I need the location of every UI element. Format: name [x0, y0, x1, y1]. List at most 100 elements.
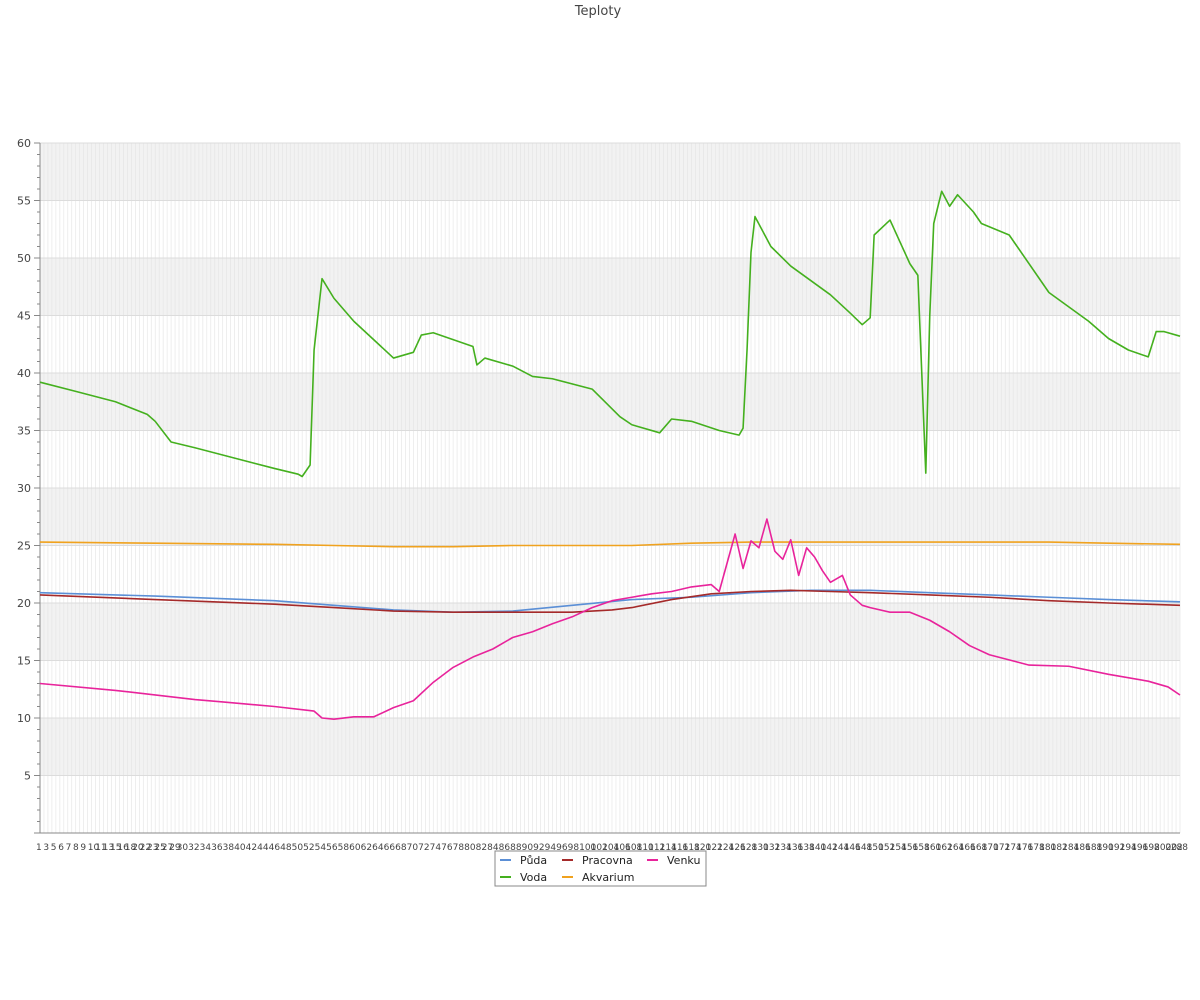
x-tick-label: 106 [614, 843, 631, 853]
x-tick-label: 84 [487, 843, 499, 853]
x-tick-label: 166 [959, 843, 976, 853]
x-tick-label: 68 [395, 843, 407, 853]
series-line-akvarium [39, 541, 1181, 548]
chart-title: Teploty [574, 4, 622, 19]
y-tick-label: 15 [17, 655, 31, 668]
legend-label: Venku [667, 854, 700, 867]
x-tick-label: 34 [200, 843, 212, 853]
y-tick-label: 25 [17, 540, 31, 553]
x-tick-label: 110 [637, 843, 654, 853]
x-tick-label: 22 [140, 843, 151, 853]
horizontal-gridlines [40, 142, 1180, 776]
y-tick-label: 55 [17, 195, 31, 208]
x-tick-label: 118 [683, 843, 700, 853]
x-tick-label: 8 [73, 843, 79, 853]
y-tick-label: 45 [17, 310, 31, 323]
x-tick-label: 30 [177, 843, 189, 853]
x-tick-label: 18 [125, 843, 137, 853]
x-tick-label: 25 [154, 843, 165, 853]
x-tick-label: 36 [211, 843, 223, 853]
x-tick-label: 112 [648, 843, 665, 853]
x-tick-label: 46 [269, 843, 281, 853]
grid-band [40, 603, 1180, 661]
x-tick-label: 11 [95, 843, 106, 853]
x-tick-label: 180 [1039, 843, 1056, 853]
x-tick-label: 50 [292, 843, 304, 853]
x-tick-label: 16 [117, 843, 129, 853]
x-tick-label: 144 [832, 843, 849, 853]
x-tick-label: 194 [1120, 843, 1137, 853]
x-tick-label: 58 [338, 843, 350, 853]
x-tick-label: 102 [591, 843, 608, 853]
x-tick-label: 176 [1016, 843, 1033, 853]
x-tick-label: 9 [80, 843, 86, 853]
legend-label: Akvarium [582, 871, 634, 884]
x-tick-label: 156 [901, 843, 918, 853]
x-tick-label: 52 [303, 843, 314, 853]
x-tick-label: 140 [809, 843, 826, 853]
x-tick-label: 94 [545, 843, 557, 853]
x-tick-label: 1 [36, 843, 42, 853]
series-line-voda [39, 190, 1181, 478]
x-tick-label: 122 [706, 843, 723, 853]
x-tick-label: 98 [568, 843, 580, 853]
grid-band [40, 143, 1180, 201]
x-tick-label: 154 [890, 843, 907, 853]
x-tick-label: 116 [671, 843, 688, 853]
x-tick-label: 130 [752, 843, 769, 853]
x-tick-label: 3 [43, 843, 49, 853]
x-tick-label: 162 [936, 843, 953, 853]
series-line-venku [39, 518, 1181, 720]
x-tick-label: 66 [384, 843, 396, 853]
x-tick-label: 124 [717, 843, 734, 853]
x-tick-label: 148 [855, 843, 872, 853]
x-tick-label: 170 [982, 843, 999, 853]
x-tick-label: 186 [1074, 843, 1091, 853]
x-tick-label: 182 [1051, 843, 1068, 853]
x-tick-label: 15 [110, 843, 121, 853]
x-tick-label: 62 [361, 843, 372, 853]
x-tick-label: 76 [441, 843, 453, 853]
x-tick-label: 86 [499, 843, 511, 853]
series-line-p-da [39, 589, 1181, 613]
x-tick-label: 146 [844, 843, 861, 853]
x-tick-label: 7 [66, 843, 72, 853]
series-lines [39, 190, 1181, 720]
x-tick-label: 136 [786, 843, 803, 853]
y-tick-label: 20 [17, 597, 31, 610]
x-tick-label: 88 [510, 843, 522, 853]
x-tick-label: 142 [821, 843, 838, 853]
x-tick-label: 138 [798, 843, 815, 853]
x-tick-label: 27 [162, 843, 173, 853]
x-tick-label: 288 [1171, 843, 1188, 853]
x-tick-label: 13 [103, 843, 114, 853]
x-tick-label: 90 [522, 843, 534, 853]
x-tick-label: 29 [169, 843, 181, 853]
x-tick-label: 5 [51, 843, 57, 853]
x-tick-label: 23 [147, 843, 158, 853]
x-tick-label: 132 [763, 843, 780, 853]
x-tick-label: 82 [476, 843, 487, 853]
y-tick-label: 40 [17, 367, 31, 380]
grid-band [40, 373, 1180, 431]
x-tick-label: 200 [1154, 843, 1171, 853]
x-tick-label: 120 [694, 843, 711, 853]
legend: Půda Pracovna Venku Voda Akvarium [494, 850, 707, 887]
x-tick-label: 74 [430, 843, 442, 853]
grid-band [40, 488, 1180, 546]
x-tick-label: 160 [924, 843, 941, 853]
y-axis-ticks [34, 142, 40, 834]
y-tick-label: 5 [24, 770, 31, 783]
legend-label: Půda [520, 854, 547, 867]
x-tick-label: 192 [1108, 843, 1125, 853]
x-tick-label: 108 [625, 843, 642, 853]
x-tick-label: 104 [602, 843, 619, 853]
x-tick-label: 178 [1028, 843, 1045, 853]
y-tick-labels: 5 10 15 20 25 30 35 40 45 50 55 60 [17, 137, 31, 783]
y-tick-label: 60 [17, 137, 31, 150]
legend-label: Pracovna [582, 854, 633, 867]
x-tick-label: 70 [407, 843, 419, 853]
x-tick-label: 60 [349, 843, 361, 853]
series-line-pracovna [39, 589, 1181, 613]
